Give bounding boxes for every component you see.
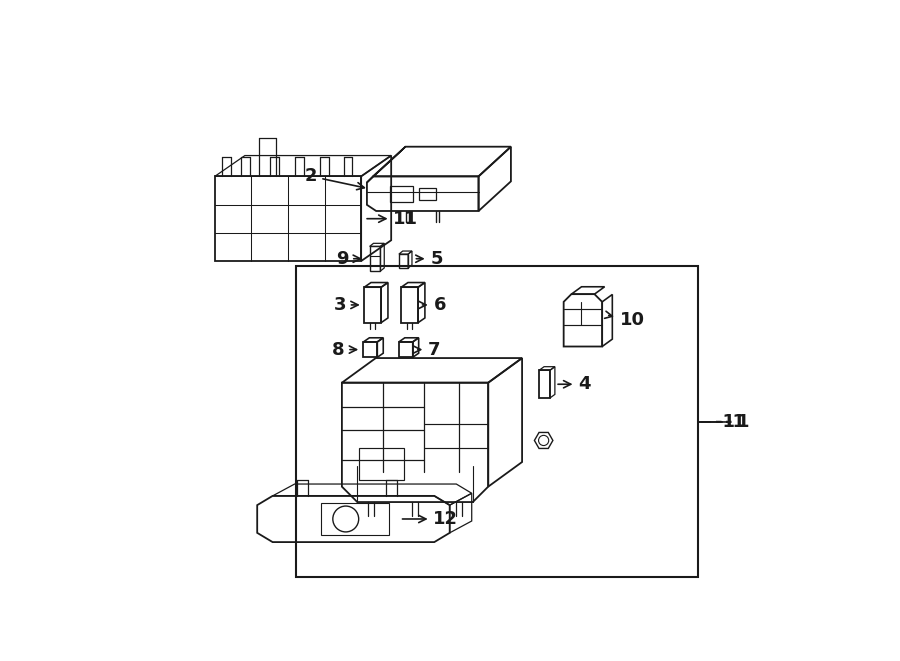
Text: 8: 8 bbox=[332, 340, 356, 358]
Text: 5: 5 bbox=[416, 250, 443, 268]
Text: 7: 7 bbox=[413, 340, 441, 358]
Text: 2: 2 bbox=[305, 167, 364, 190]
Text: -1: -1 bbox=[716, 412, 735, 430]
Text: 4: 4 bbox=[558, 375, 590, 393]
Text: 12: 12 bbox=[402, 510, 458, 528]
Text: 3: 3 bbox=[333, 296, 358, 314]
Text: 1: 1 bbox=[737, 413, 750, 431]
Text: 6: 6 bbox=[418, 296, 446, 314]
Text: -1: -1 bbox=[725, 413, 745, 431]
Text: 10: 10 bbox=[605, 311, 644, 329]
Text: 11: 11 bbox=[367, 210, 419, 227]
Text: 9: 9 bbox=[336, 250, 360, 268]
